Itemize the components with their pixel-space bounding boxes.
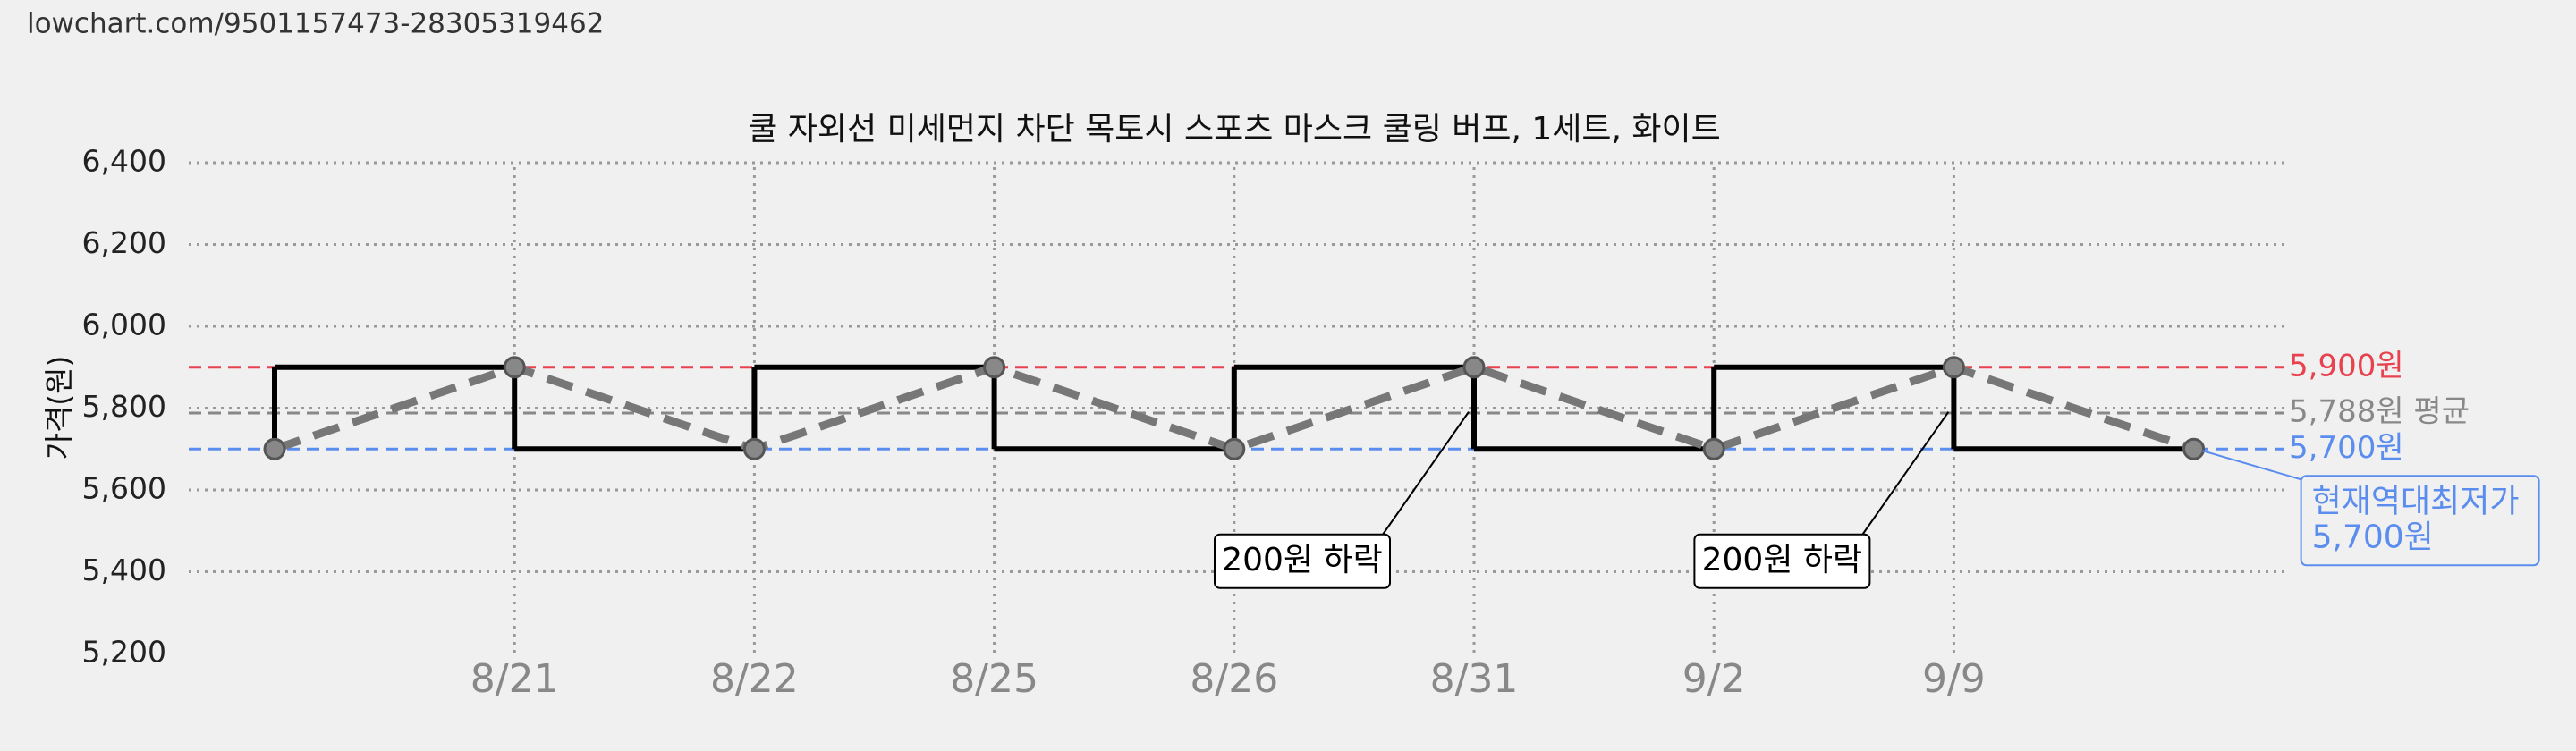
x-tick-label: 8/26 (1190, 656, 1278, 702)
point (1462, 356, 1486, 379)
point (1942, 356, 1965, 379)
annotation-box (1693, 533, 1871, 589)
point (983, 356, 1006, 379)
x-tick-label: 8/25 (950, 656, 1038, 702)
x-tick-label: 9/2 (1682, 656, 1746, 702)
x-tick-label: 9/9 (1922, 656, 1986, 702)
y-tick-label: 5,800 (82, 389, 166, 424)
y-tick-label: 5,600 (82, 471, 166, 506)
y-tick-label: 6,000 (82, 308, 166, 342)
reference-label: 5,700원 (2289, 430, 2404, 466)
point (2182, 437, 2206, 460)
x-tick-label: 8/31 (1430, 656, 1519, 702)
y-tick-label: 5,200 (82, 635, 166, 670)
annotation-arrow (1382, 411, 1470, 536)
annotation-box (1214, 533, 1391, 589)
annotation-text: 5,700원 (2312, 519, 2434, 555)
url: lowchart.com/9501157473-28305319462 (27, 8, 604, 40)
point (742, 437, 766, 460)
annotation-arrow (1861, 411, 1950, 536)
point (1223, 437, 1246, 460)
y-tick-label: 6,200 (82, 225, 166, 260)
point (1702, 437, 1725, 460)
x-tick-label: 8/22 (710, 656, 799, 702)
point (503, 356, 526, 379)
y-tick-label: 6,400 (82, 144, 166, 179)
reference-label: 5,900원 (2289, 348, 2404, 384)
annotation-text: 200원 하락 (1702, 542, 1863, 578)
annotation-text: 200원 하락 (1222, 542, 1383, 578)
reference-label: 5,788원 평균 (2289, 393, 2470, 429)
point (263, 437, 286, 460)
x-tick-label: 8/21 (470, 656, 559, 702)
annotation-box (2300, 475, 2540, 567)
annotation-text: 현재역대최저가 (2312, 483, 2520, 519)
annotation-arrow (2202, 450, 2301, 481)
y-tick-label: 5,400 (82, 553, 166, 587)
chart-title: 쿨 자외선 미세먼지 차단 목토시 스포츠 마스크 쿨링 버프, 1세트, 화이… (748, 111, 1721, 148)
y-axis-label: 가격(원) (42, 356, 77, 460)
